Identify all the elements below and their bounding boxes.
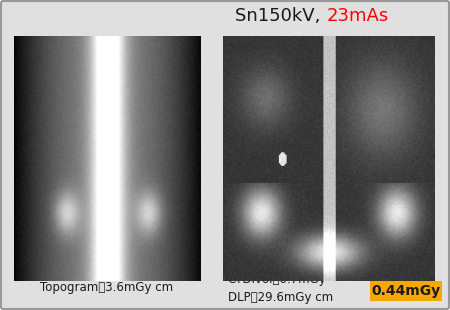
Text: 0.44mGy: 0.44mGy (371, 284, 441, 298)
Text: A: A (419, 264, 426, 273)
Bar (370, 281, 442, 301)
Text: Sn150kV,: Sn150kV, (235, 7, 327, 25)
Text: パテンシーカプセル: パテンシーカプセル (311, 119, 364, 129)
Text: 23mAs: 23mAs (327, 7, 389, 25)
Text: Enh
Tag 0: Enh Tag 0 (413, 44, 429, 55)
Text: CTDIvol：0.7mGy
DLP：29.6mGy cm: CTDIvol：0.7mGy DLP：29.6mGy cm (228, 272, 333, 303)
Text: Topogram：3.6mGy cm: Topogram：3.6mGy cm (40, 281, 173, 294)
Bar (414, 260, 430, 277)
